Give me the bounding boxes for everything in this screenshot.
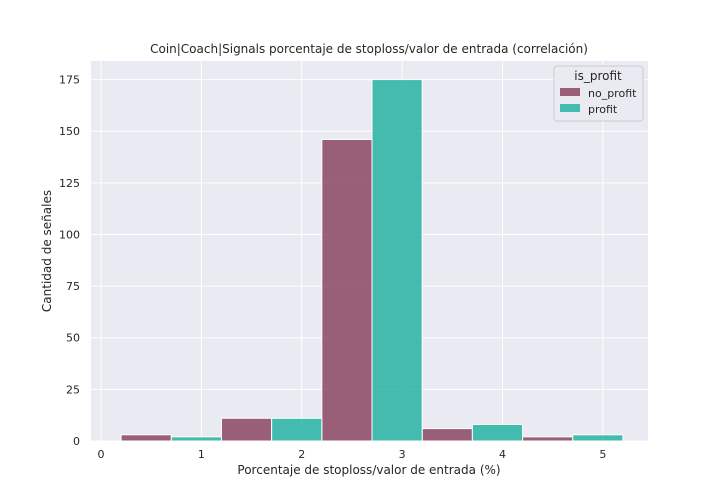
y-tick-label: 75 — [66, 280, 80, 293]
bar-profit — [471, 423, 524, 442]
x-tick-label: 3 — [399, 448, 406, 461]
y-tick-label: 0 — [73, 435, 80, 448]
y-axis-label: Cantidad de señales — [40, 190, 54, 312]
x-tick-labels: 0 1 2 3 4 5 — [98, 448, 607, 461]
x-tick-label: 0 — [98, 448, 105, 461]
legend: is_profit no_profit profit — [553, 65, 644, 122]
histogram-bars — [120, 79, 624, 442]
legend-label-no-profit: no_profit — [588, 87, 637, 100]
y-tick-labels: 0 25 50 75 100 125 150 175 — [59, 74, 80, 448]
y-tick-label: 50 — [66, 332, 80, 345]
bar-no-profit — [220, 417, 273, 442]
y-tick-label: 175 — [59, 74, 80, 87]
x-tick-label: 2 — [298, 448, 305, 461]
y-tick-label: 125 — [59, 177, 80, 190]
legend-label-profit: profit — [588, 103, 618, 116]
y-tick-label: 150 — [59, 125, 80, 138]
x-axis-label: Porcentaje de stoploss/valor de entrada … — [237, 463, 500, 477]
bar-profit — [572, 434, 624, 442]
bar-no-profit — [522, 436, 574, 442]
bar-profit — [170, 436, 222, 442]
x-tick-label: 4 — [499, 448, 506, 461]
bar-no-profit — [321, 138, 373, 442]
bar-no-profit — [421, 428, 473, 442]
x-tick-label: 5 — [599, 448, 606, 461]
x-tick-label: 1 — [198, 448, 205, 461]
chart-title: Coin|Coach|Signals porcentaje de stoplos… — [150, 42, 588, 56]
legend-swatch-profit — [560, 104, 580, 112]
legend-swatch-no-profit — [560, 88, 580, 96]
y-tick-label: 25 — [66, 383, 80, 396]
y-tick-label: 100 — [59, 228, 80, 241]
legend-title: is_profit — [574, 69, 622, 83]
bar-profit — [371, 79, 423, 442]
bar-profit — [271, 417, 323, 442]
bar-no-profit — [120, 434, 172, 442]
